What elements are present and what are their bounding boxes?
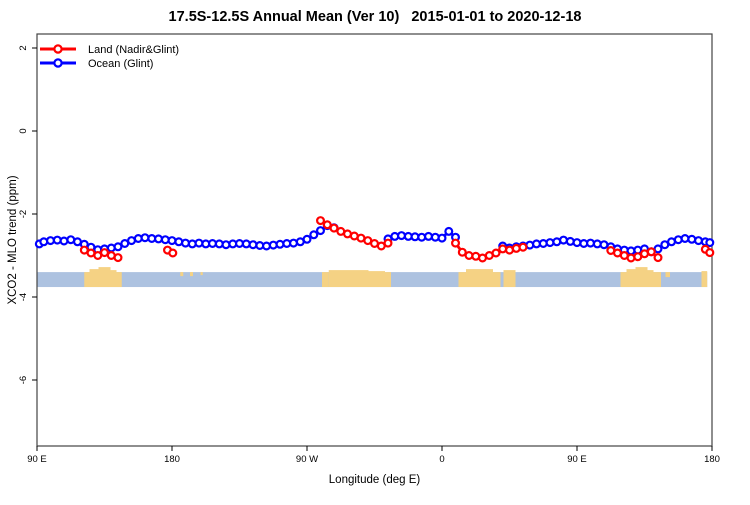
map-land-patch	[458, 272, 466, 288]
data-point	[653, 253, 663, 263]
map-land-patch	[466, 269, 493, 288]
data-point	[329, 223, 339, 233]
world-map-band	[37, 267, 708, 288]
data-point	[705, 248, 715, 258]
data-point	[457, 247, 467, 257]
x-tick-label: 0	[439, 454, 444, 465]
y-tick-label: -4	[18, 293, 29, 301]
data-point	[316, 216, 326, 226]
map-land-patch	[647, 270, 654, 288]
map-land-patch	[368, 271, 385, 288]
map-land-patch	[200, 272, 203, 276]
data-point	[59, 236, 69, 246]
x-axis-label: Longitude (deg E)	[328, 474, 421, 486]
data-point	[491, 248, 501, 258]
data-point	[444, 226, 454, 236]
map-land-patch	[322, 272, 329, 288]
map-land-patch	[503, 270, 516, 288]
map-land-patch	[493, 272, 501, 288]
y-tick-label: -6	[18, 376, 29, 384]
map-land-patch	[665, 272, 670, 278]
data-point	[498, 244, 508, 254]
data-point	[693, 236, 703, 246]
data-point	[262, 241, 272, 251]
y-axis-ticks: 2 0 -2 -4 -6	[18, 45, 37, 384]
legend: Land (Nadir&Glint) Ocean (Glint)	[40, 44, 179, 70]
data-point	[302, 234, 312, 244]
data-point	[316, 226, 326, 236]
map-land-patch	[626, 269, 636, 288]
data-point	[322, 220, 332, 230]
legend-point-sample	[53, 44, 63, 54]
data-point	[572, 238, 582, 248]
y-tick-label: 2	[18, 45, 29, 50]
y-axis-label: XCO2 - MLO trend (ppm)	[7, 175, 19, 305]
data-point	[383, 238, 393, 248]
data-point	[113, 253, 123, 263]
map-land-patch	[89, 269, 99, 288]
y-tick-label: -2	[18, 210, 29, 218]
data-point	[167, 236, 177, 246]
map-land-patch	[701, 271, 708, 288]
data-point	[518, 242, 528, 252]
data-point	[626, 253, 636, 263]
data-point	[451, 238, 461, 248]
data-point	[309, 230, 319, 240]
data-point	[646, 247, 656, 257]
data-point	[289, 238, 299, 248]
x-tick-label: 90 W	[296, 454, 318, 465]
legend-label: Ocean (Glint)	[88, 58, 153, 70]
series-land	[79, 216, 715, 263]
map-land-patch	[110, 270, 117, 288]
map-land-patch	[635, 267, 648, 288]
map-land-patch	[385, 272, 391, 288]
legend-point-sample	[53, 58, 63, 68]
map-land-patch	[620, 272, 627, 288]
x-tick-label: 180	[164, 454, 180, 465]
map-land-patch	[180, 272, 184, 277]
y-tick-label: 0	[18, 128, 29, 133]
x-axis-ticks: 90 E 180 90 W 0 90 E 180	[27, 446, 720, 465]
data-point	[113, 242, 123, 252]
map-land-patch	[98, 267, 111, 288]
x-tick-label: 90 E	[567, 454, 587, 465]
data-point	[168, 248, 178, 258]
legend-label: Land (Nadir&Glint)	[88, 44, 179, 56]
data-point	[558, 235, 568, 245]
x-tick-label: 180	[704, 454, 720, 465]
map-land-patch	[653, 272, 661, 288]
map-land-patch	[328, 270, 369, 288]
map-land-patch	[84, 272, 90, 288]
x-tick-label: 90 E	[27, 454, 47, 465]
map-land-patch	[190, 272, 193, 277]
data-point	[437, 233, 447, 243]
chart-title: 17.5S-12.5S Annual Mean (Ver 10) 2015-01…	[168, 9, 582, 25]
data-point	[705, 238, 715, 248]
map-land-patch	[116, 272, 122, 288]
